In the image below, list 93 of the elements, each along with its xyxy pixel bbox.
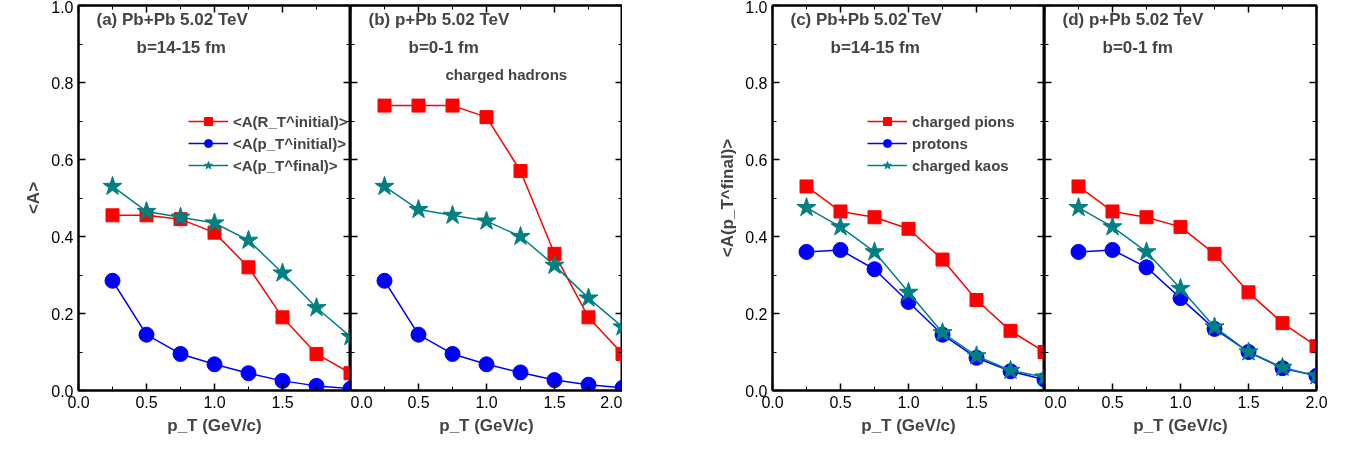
legend-label: protons [912,134,968,152]
annotation: (c) Pb+Pb 5.02 TeV [790,9,943,29]
x-tick-label: 2.0 [600,393,623,411]
x-tick-label: 0.0 [1044,393,1067,411]
y-tick-label: 0.2 [745,305,768,323]
point [274,372,291,389]
point [238,229,259,249]
x-tick-label: 0.5 [407,393,430,411]
point [308,377,325,391]
point [172,345,189,362]
point [832,241,849,258]
x-tick-label: 1.0 [203,393,226,411]
x-tick-label: 1.5 [543,393,566,411]
x-tick-label: 1.0 [1169,393,1192,411]
point [866,261,883,278]
point [830,216,851,236]
y-tick-label: 0.2 [51,305,74,323]
point [864,241,885,261]
point [796,197,817,217]
annotation: b=0-1 fm [408,37,479,57]
point [798,243,815,260]
x-tick-label: 1.5 [271,393,294,411]
legend-label: charged kaos [912,156,1009,174]
point [136,200,157,221]
point [1003,323,1018,338]
point [240,365,257,382]
legend-label: <A(p_T^initial)> [233,134,346,152]
y-tick-label: 0.6 [51,151,74,169]
annotation: (a) Pb+Pb 5.02 TeV [96,9,249,29]
point [867,210,882,225]
x-tick-label: 0.5 [829,393,852,411]
point [1170,277,1191,298]
y-tick-label: 1.0 [745,0,768,16]
legend-label: <A(R_T^initial)> [233,112,348,130]
point [241,260,256,275]
y-axis-title: <A> [24,181,44,215]
point [1138,259,1155,276]
annotation: charged hadrons [445,65,568,83]
annotation: b=0-1 fm [1102,37,1173,57]
annotation: b=14-15 fm [136,37,226,57]
x-tick-label: 1.5 [965,393,988,411]
point [1071,179,1086,194]
x-tick-label: 1.5 [1237,393,1260,411]
point [1105,204,1120,219]
annotation: b=14-15 fm [830,37,920,57]
point [1241,285,1256,300]
y-tick-label: 0.4 [51,228,74,246]
point [969,293,984,308]
point [306,297,327,317]
point [1207,246,1222,261]
point [105,208,120,223]
point [204,212,225,232]
point [309,346,324,361]
annotation: (b) p+Pb 5.02 TeV [368,9,511,29]
point [104,272,121,289]
point [901,221,916,236]
point [170,206,191,226]
x-tick-label: 2.0 [1305,393,1328,411]
point [275,310,290,325]
x-tick-label: 0.5 [135,393,158,411]
point [1102,216,1123,236]
annotation: (d) p+Pb 5.02 TeV [1062,9,1205,29]
x-axis-title: p_T (GeV/c) [167,415,262,435]
point [1136,241,1157,261]
point [1104,241,1121,258]
legend-label: charged pions [912,112,1015,130]
point [935,252,950,267]
point [1275,316,1290,331]
point [272,262,293,282]
x-axis-title: p_T (GeV/c) [861,415,956,435]
x-tick-label: 1.0 [897,393,920,411]
point [138,326,155,343]
x-tick-label: 0.0 [350,393,373,411]
point [1070,243,1087,260]
point [799,179,814,194]
point [1173,219,1188,234]
x-axis-title: p_T (GeV/c) [439,415,534,435]
y-axis-title: <A(p_T^final)> [718,138,738,258]
x-tick-label: 0.5 [1101,393,1124,411]
point [1139,210,1154,225]
y-tick-label: 0.8 [51,74,74,92]
point [102,175,123,196]
y-tick-label: 1.0 [51,0,74,16]
point [1068,197,1089,217]
y-tick-label: 0.4 [745,228,768,246]
x-axis-title: p_T (GeV/c) [1133,415,1228,435]
y-tick-label: 0.6 [745,151,768,169]
y-tick-label: 0.8 [745,74,768,92]
point [833,204,848,219]
x-tick-label: 1.0 [475,393,498,411]
point [898,281,919,301]
point [206,356,223,373]
legend-label: <A(p_T^final)> [233,156,338,174]
